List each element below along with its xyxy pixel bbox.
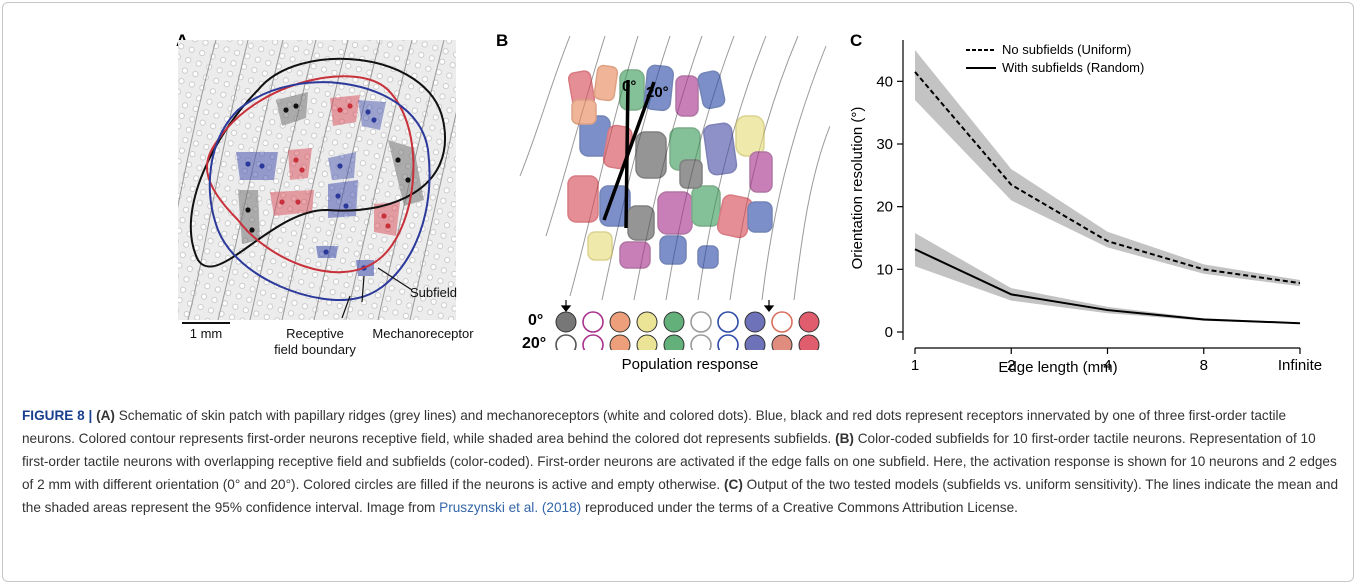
x-tick-label: Infinite bbox=[1278, 357, 1322, 374]
caption-b-text: Color-coded subfields for 10 first-order… bbox=[22, 431, 1337, 492]
population-circle-0deg-4 bbox=[636, 311, 658, 333]
scale-bar-label: 1 mm bbox=[189, 326, 223, 341]
scale-bar bbox=[182, 322, 230, 324]
row-label-0deg: 0° bbox=[528, 312, 544, 329]
skin-patch-schematic bbox=[178, 40, 456, 320]
figure-caption: FIGURE 8 | (A) Schematic of skin patch w… bbox=[22, 404, 1340, 519]
ci-band-2 bbox=[915, 232, 1300, 324]
x-tick-label: 2 bbox=[1007, 357, 1015, 374]
population-circle-20deg-10 bbox=[798, 334, 820, 350]
population-response-label: Population response bbox=[621, 356, 759, 373]
receptive-field-boundaries bbox=[189, 57, 446, 302]
rf-boundary-annotation-line2: field boundary bbox=[274, 342, 356, 357]
population-circle-20deg-5 bbox=[663, 334, 685, 350]
population-circle-0deg-8 bbox=[744, 311, 766, 333]
population-circle-0deg-3 bbox=[609, 311, 631, 333]
caption-c-label: (C) bbox=[723, 477, 743, 492]
population-circle-0deg-7 bbox=[717, 311, 739, 333]
population-circle-20deg-8 bbox=[744, 334, 766, 350]
overlapping-subfields bbox=[567, 64, 773, 269]
y-tick-label: 40 bbox=[876, 73, 893, 90]
mechanoreceptor-annotation: Mechanoreceptor bbox=[372, 326, 474, 341]
population-circle-0deg-2 bbox=[582, 311, 604, 333]
population-subfields-diagram bbox=[519, 36, 830, 300]
y-axis-label: Orientation resolution (°) bbox=[849, 107, 866, 270]
population-circle-0deg-5 bbox=[663, 311, 685, 333]
population-circle-20deg-7 bbox=[717, 334, 739, 350]
y-tick-label: 20 bbox=[876, 199, 893, 216]
population-circle-20deg-1 bbox=[555, 334, 577, 350]
rf-boundary-annotation-line1: Receptive bbox=[286, 326, 344, 341]
subfield-annotation: Subfield bbox=[410, 285, 457, 300]
population-circle-0deg-6 bbox=[690, 311, 712, 333]
population-circle-20deg-6 bbox=[690, 334, 712, 350]
edge-20deg bbox=[602, 81, 656, 221]
ci-band-1 bbox=[915, 50, 1300, 287]
mechanoreceptors-colored bbox=[245, 103, 411, 271]
caption-b-label: (B) bbox=[835, 431, 854, 446]
citation-link[interactable]: Pruszynski et al. (2018) bbox=[439, 500, 582, 515]
population-circle-0deg-10 bbox=[798, 311, 820, 333]
caption-end-text: reproduced under the terms of a Creative… bbox=[581, 500, 1018, 515]
x-tick-label: 1 bbox=[911, 357, 919, 374]
caption-a-label: (A) bbox=[96, 408, 115, 423]
population-circle-20deg-4 bbox=[636, 334, 658, 350]
population-circle-20deg-2 bbox=[582, 334, 604, 350]
caption-a-text: Schematic of skin patch with papillary r… bbox=[22, 408, 1287, 446]
legend-label-1: No subfields (Uniform) bbox=[1002, 42, 1131, 57]
angle-label-20: 20° bbox=[646, 84, 669, 101]
population-response-circles bbox=[555, 300, 820, 350]
caption-c-text: Output of the two tested models (subfiel… bbox=[22, 477, 1339, 515]
population-circle-20deg-9 bbox=[771, 334, 793, 350]
x-tick-label: 4 bbox=[1103, 357, 1111, 374]
y-tick-label: 30 bbox=[876, 136, 893, 153]
angle-label-0: 0° bbox=[622, 78, 637, 95]
population-circle-20deg-3 bbox=[609, 334, 631, 350]
population-circle-0deg-9 bbox=[771, 311, 793, 333]
series-line-2 bbox=[914, 248, 1301, 325]
series-line-1 bbox=[914, 71, 1301, 285]
panel-b-label: B bbox=[496, 31, 509, 50]
x-tick-label: 8 bbox=[1200, 357, 1208, 374]
y-tick-label: 0 bbox=[885, 324, 893, 341]
population-circle-0deg-1 bbox=[555, 311, 577, 333]
row-label-20deg: 20° bbox=[522, 335, 547, 352]
y-tick-label: 10 bbox=[876, 261, 893, 278]
panel-c-label: C bbox=[850, 31, 863, 50]
x-axis-label: Edge length (mm) bbox=[998, 359, 1117, 376]
orientation-resolution-chart: 0 10 20 30 40 1 2 4 8 Infinite Orientation resol… bbox=[849, 40, 1322, 376]
legend-label-2: With subfields (Random) bbox=[1002, 60, 1144, 75]
caption-figure-label: FIGURE 8 | bbox=[22, 408, 93, 423]
